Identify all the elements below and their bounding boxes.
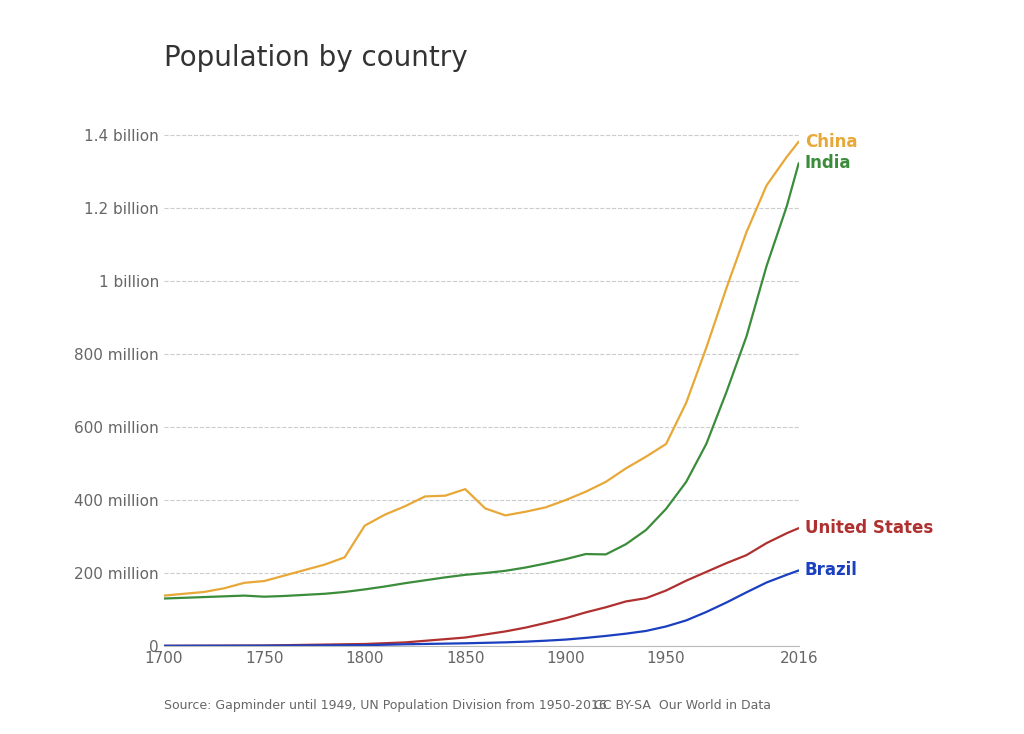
Text: CC BY-SA  Our World in Data: CC BY-SA Our World in Data [594,699,771,712]
Text: Population by country: Population by country [164,44,468,72]
Text: China: China [805,133,857,150]
Text: Brazil: Brazil [805,562,858,579]
Text: United States: United States [805,519,933,537]
Text: Source: Gapminder until 1949, UN Population Division from 1950-2016: Source: Gapminder until 1949, UN Populat… [164,699,606,712]
Text: India: India [805,154,851,172]
